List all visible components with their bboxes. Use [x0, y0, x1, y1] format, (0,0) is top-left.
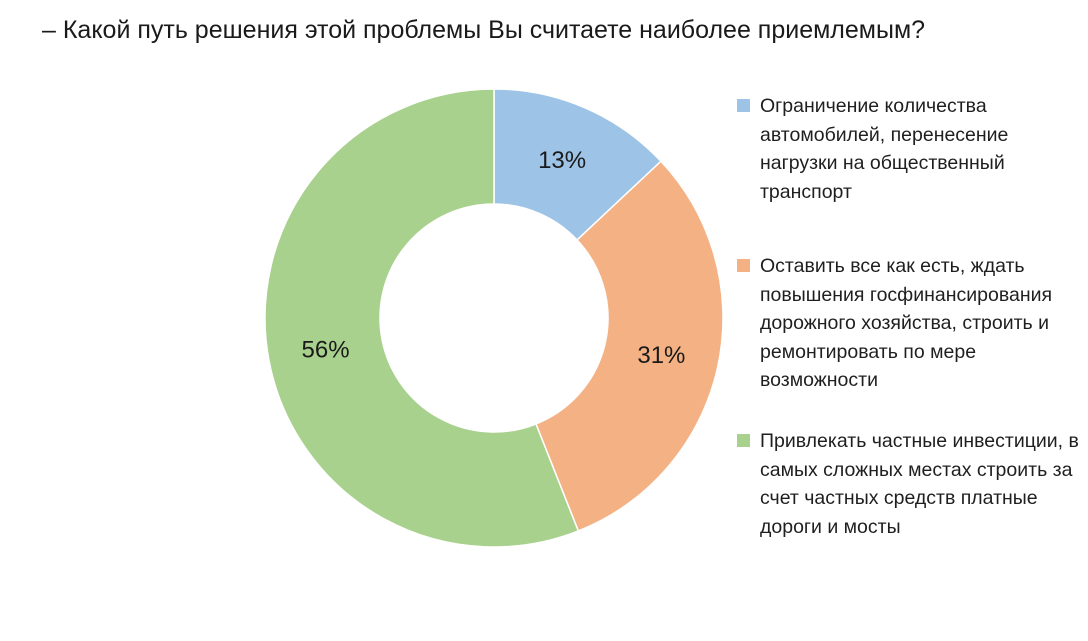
legend-label-private-investment: Привлекать частные инвестиции, в самых с…	[760, 430, 1079, 538]
legend: Ограничение количества автомобилей, пере…	[737, 92, 1082, 541]
legend-swatch-limit-cars	[737, 99, 750, 112]
slice-keep-as-is	[534, 160, 724, 532]
slice-private-investment-label: 56%	[302, 337, 350, 364]
legend-item-limit-cars: Ограничение количества автомобилей, пере…	[737, 92, 1082, 252]
legend-swatch-private-investment	[737, 434, 750, 447]
legend-label-keep-as-is: Оставить все как есть, ждать повышения г…	[760, 255, 1053, 391]
chart-title: – Какой путь решения этой проблемы Вы сч…	[42, 16, 926, 44]
slice-keep-as-is-label: 31%	[637, 342, 685, 369]
legend-label-limit-cars: Ограничение количества автомобилей, пере…	[760, 95, 1009, 203]
legend-item-private-investment: Привлекать частные инвестиции, в самых с…	[737, 427, 1082, 541]
legend-swatch-keep-as-is	[737, 259, 750, 272]
slice-private-investment	[264, 88, 580, 548]
legend-item-keep-as-is: Оставить все как есть, ждать повышения г…	[737, 252, 1082, 427]
slice-limit-cars-label: 13%	[538, 147, 586, 174]
